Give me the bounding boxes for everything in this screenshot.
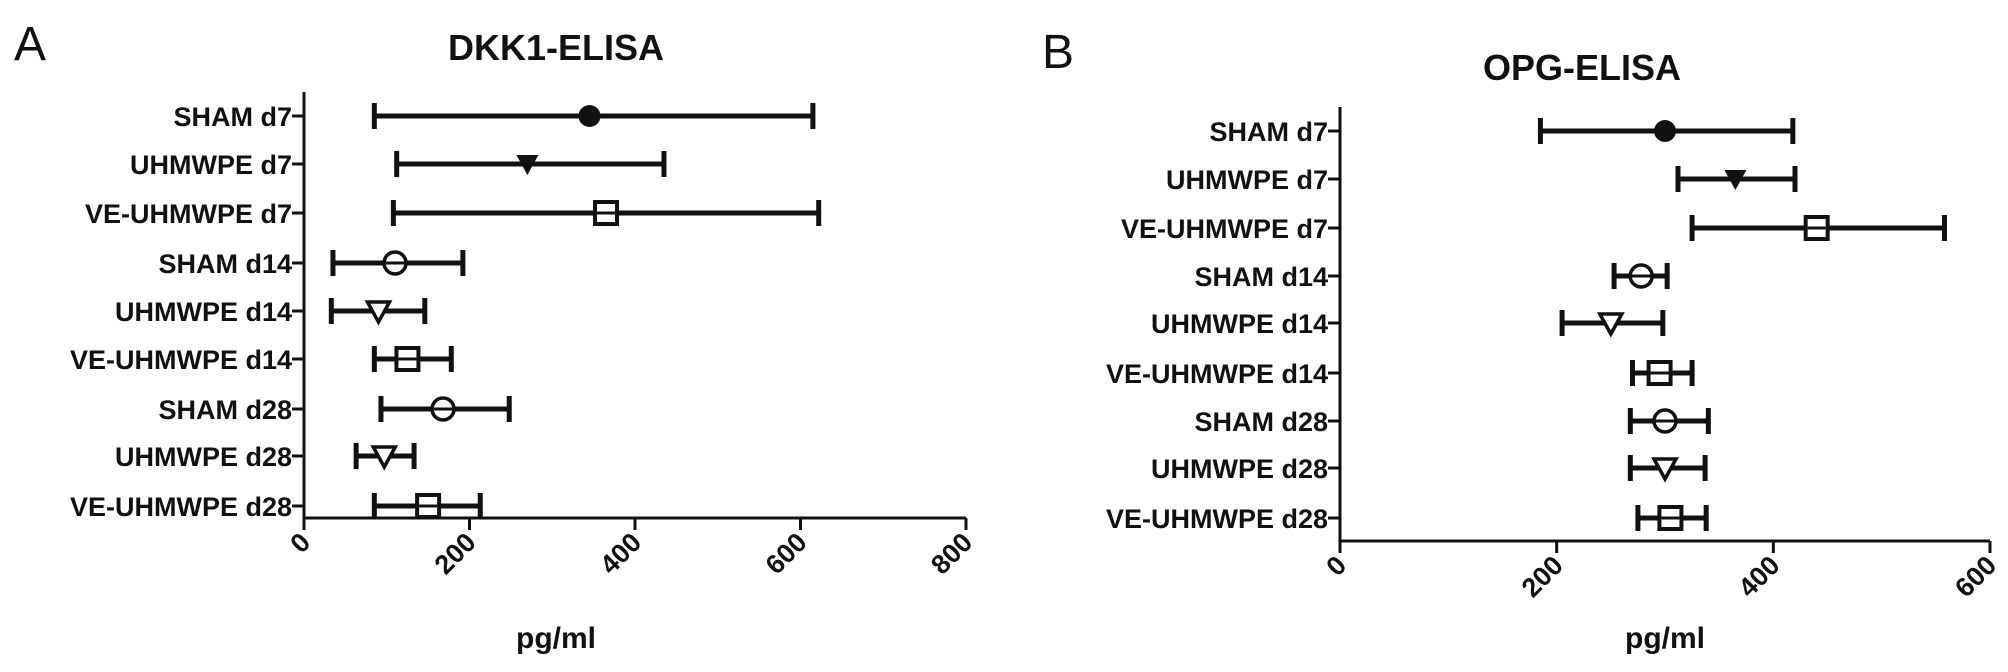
x-tick-label: 800	[925, 527, 978, 580]
mean-marker	[1803, 215, 1830, 241]
chart-title-a: DKK1-ELISA	[448, 27, 664, 68]
mean-marker	[1628, 263, 1654, 289]
category-label: SHAM d7	[173, 102, 292, 132]
category-label: UHMWPE d7	[130, 150, 292, 180]
mean-marker	[1651, 457, 1679, 483]
mean-marker	[1646, 360, 1673, 386]
x-tick-label: 0	[1320, 550, 1352, 582]
category-label: VE-UHMWPE d7	[1121, 214, 1328, 244]
x-axis-label-b: pg/ml	[1625, 622, 1705, 655]
x-tick-label: 200	[1516, 550, 1569, 603]
mean-marker	[593, 200, 620, 226]
category-label: VE-UHMWPE d14	[70, 345, 292, 375]
x-tick-label: 600	[1949, 550, 2002, 603]
mean-marker	[430, 396, 456, 422]
category-label: UHMWPE d14	[1151, 309, 1328, 339]
category-label: VE-UHMWPE d7	[85, 199, 292, 229]
chart-panel-a: 0 200 400 600 800 SHAM d7 UHMWPE d7 VE-UHMWPE d…	[70, 92, 978, 580]
category-label: SHAM d28	[158, 395, 292, 425]
mean-marker	[1652, 408, 1678, 434]
x-tick-label: 600	[760, 527, 813, 580]
category-label: SHAM d14	[1194, 262, 1328, 292]
mean-marker	[1654, 120, 1676, 142]
x-tick-label: 400	[1732, 550, 1785, 603]
category-label: UHMWPE d14	[115, 297, 292, 327]
chart-panel-b: 0 200 400 600 SHAM d7 UHMWPE d7 VE-UHMWPE d7 SH…	[1106, 107, 2002, 603]
category-label: VE-UHMWPE d14	[1106, 359, 1328, 389]
category-label: VE-UHMWPE d28	[1106, 504, 1328, 534]
mean-marker	[1724, 170, 1747, 190]
mean-marker	[1596, 312, 1625, 338]
x-axis-label-a: pg/ml	[516, 622, 596, 655]
category-label: SHAM d28	[1194, 407, 1328, 437]
category-label: SHAM d14	[158, 249, 292, 279]
category-label: VE-UHMWPE d28	[70, 492, 292, 522]
category-label: UHMWPE d28	[115, 442, 292, 472]
x-tick-label: 400	[594, 527, 647, 580]
mean-marker	[394, 346, 421, 372]
mean-marker	[370, 445, 399, 471]
panel-letter-a: A	[14, 18, 46, 71]
mean-marker	[364, 300, 393, 326]
x-tick-label: 0	[284, 527, 316, 559]
category-label: UHMWPE d7	[1166, 165, 1328, 195]
chart-title-b: OPG-ELISA	[1483, 47, 1681, 88]
mean-marker	[1657, 505, 1684, 531]
category-label: UHMWPE d28	[1151, 454, 1328, 484]
x-tick-label: 200	[429, 527, 482, 580]
mean-marker	[382, 250, 408, 276]
mean-marker	[578, 105, 601, 127]
mean-marker	[516, 155, 539, 175]
mean-marker	[415, 493, 442, 519]
panel-letter-b: B	[1042, 26, 1074, 79]
category-label: SHAM d7	[1209, 117, 1328, 147]
